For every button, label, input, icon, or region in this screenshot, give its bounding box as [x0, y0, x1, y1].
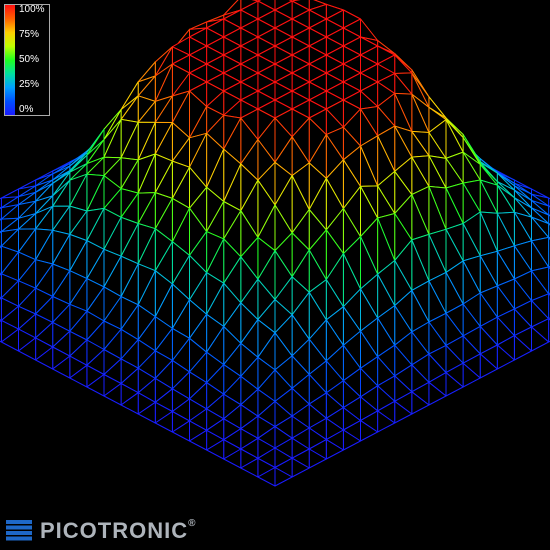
wireframe-surface — [0, 0, 550, 550]
legend-tick: 50% — [19, 55, 45, 65]
legend-tick: 100% — [19, 5, 45, 15]
brand-text: PICOTRONIC® — [40, 518, 197, 544]
legend-tick: 75% — [19, 30, 45, 40]
legend-tick: 0% — [19, 105, 45, 115]
brand-footer: PICOTRONIC® — [6, 518, 197, 544]
color-legend: 100% 75% 50% 25% 0% — [4, 4, 50, 116]
brand-icon — [6, 520, 32, 542]
legend-gradient-bar — [5, 5, 15, 115]
legend-tick-labels: 100% 75% 50% 25% 0% — [15, 5, 49, 115]
legend-tick: 25% — [19, 80, 45, 90]
